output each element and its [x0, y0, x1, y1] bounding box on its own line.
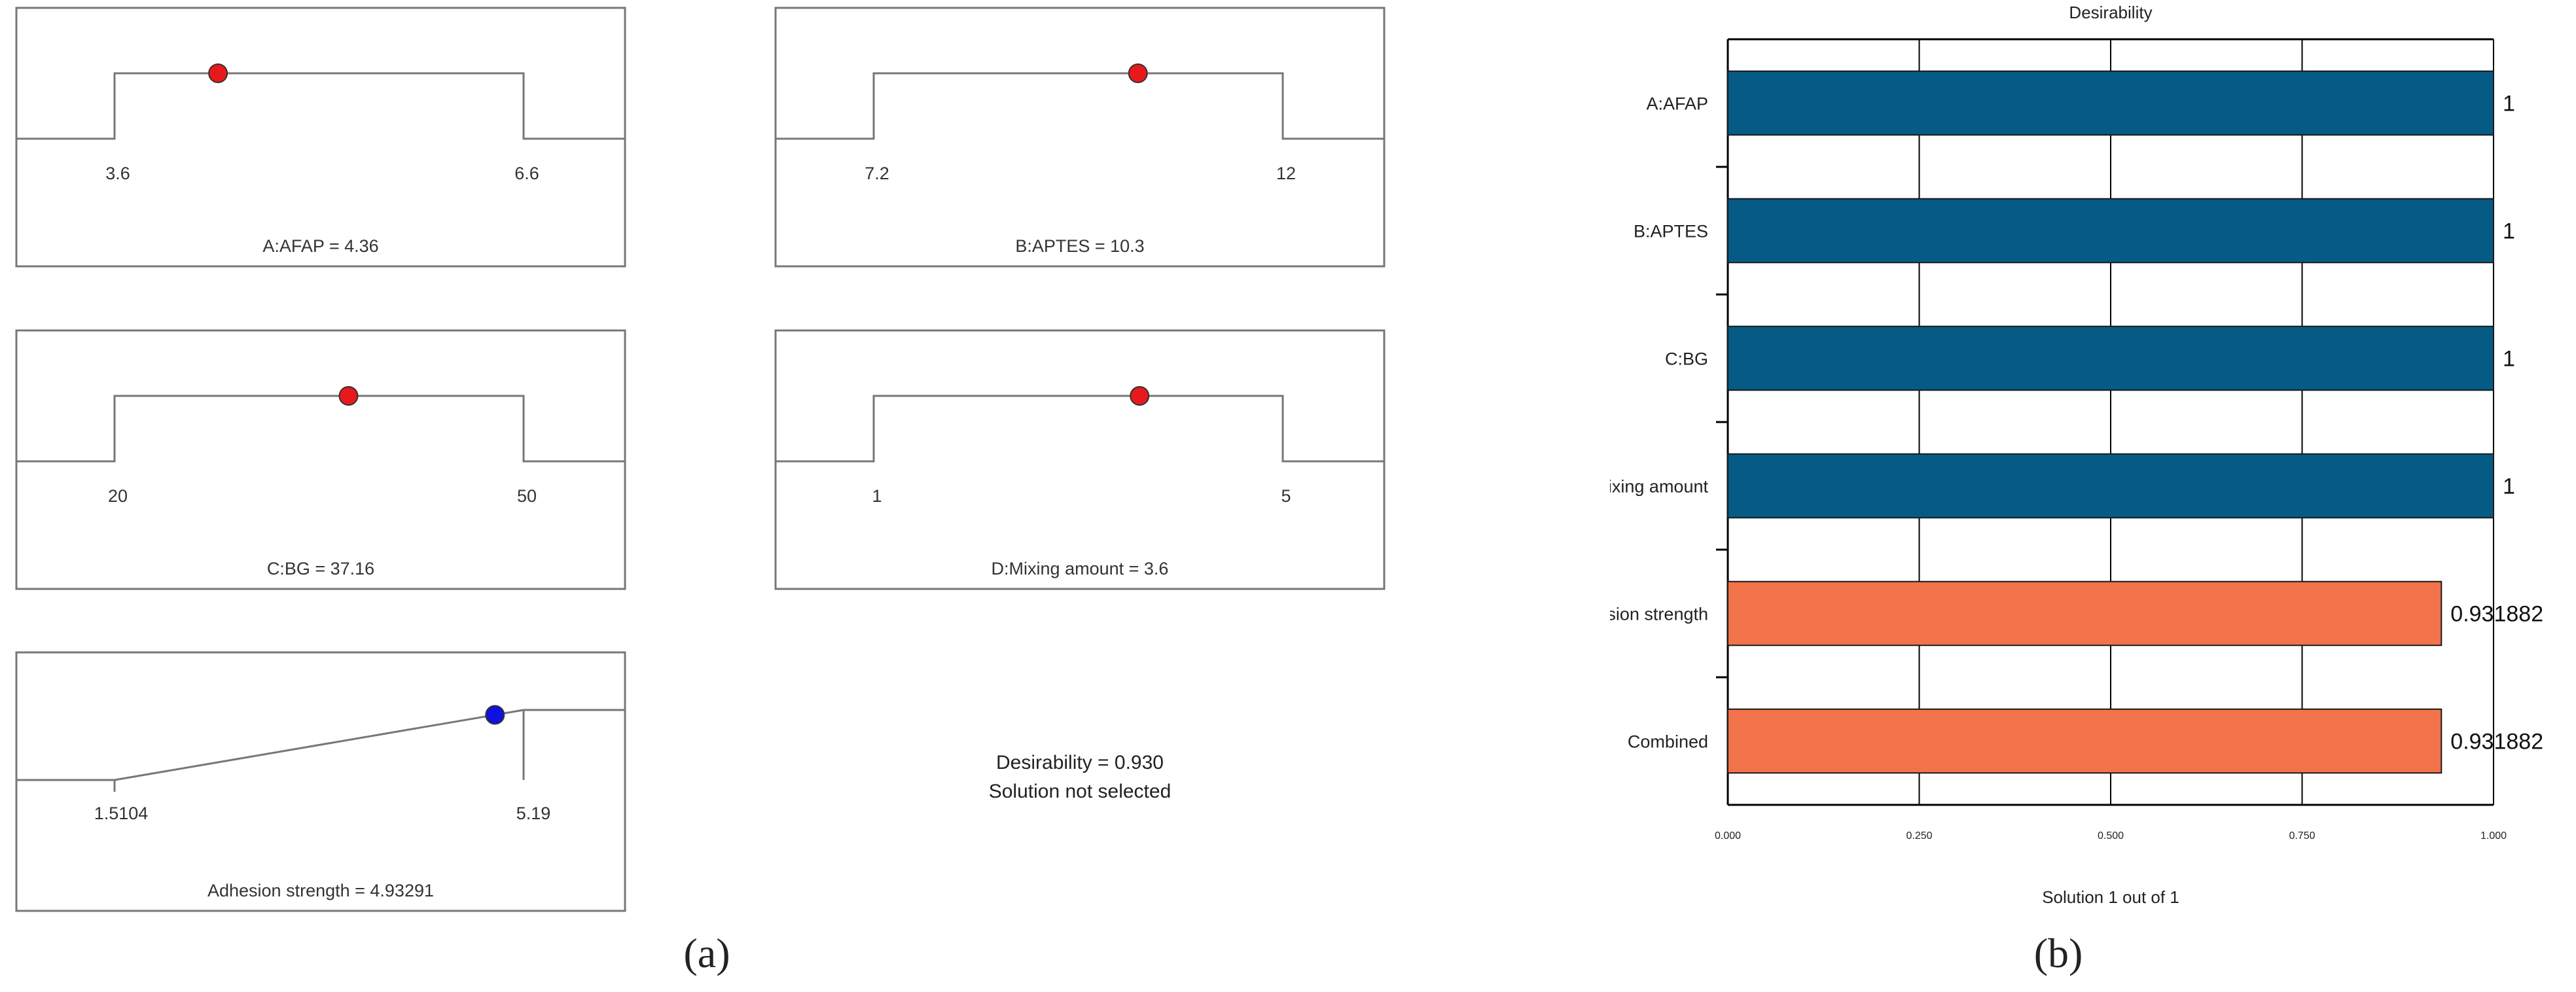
bar-4: [1727, 453, 2494, 519]
bar-value-label: 1: [2503, 474, 2515, 499]
bar-value-label: 1: [2503, 347, 2515, 372]
bar-3: [1727, 325, 2494, 391]
ramps-panel: 3.6 6.6 A:AFAP = 4.36 7.2 12 B:APTES = 10.3 20…: [15, 7, 1386, 912]
bar-value-label: 1: [2503, 92, 2515, 116]
ramp-value-marker: [1128, 63, 1148, 83]
ramp-low-label: 20: [108, 486, 128, 506]
ramp-value-label: B:APTES = 10.3: [1015, 236, 1144, 256]
x-tick-label: 0.250: [1906, 830, 1932, 841]
desirability-summary: Desirability = 0.930 Solution not select…: [877, 749, 1283, 806]
chart-title: Desirability: [2069, 3, 2152, 22]
bar-value-label: 1: [2503, 219, 2515, 244]
panel-label-b: (b): [2033, 930, 2083, 976]
ramp-function-line: [776, 72, 1384, 140]
ramp-value-marker: [338, 386, 359, 406]
category-label: B:APTES: [1634, 222, 1708, 241]
bar-5: [1727, 580, 2442, 647]
desirability-value-text: Desirability = 0.930: [996, 752, 1164, 773]
x-tick-label: 0.000: [1715, 830, 1741, 841]
solution-status-text: Solution not selected: [988, 781, 1172, 802]
x-tick-label: 1.000: [2480, 830, 2507, 841]
ramp-value-marker: [485, 705, 505, 725]
ramp-value-label: D:Mixing amount = 3.6: [992, 559, 1169, 578]
bar-1: [1727, 70, 2494, 136]
ramp-frame: [15, 651, 626, 912]
bar-2: [1727, 198, 2494, 264]
ramp-low-label: 7.2: [865, 164, 889, 183]
ramp-function-line: [16, 709, 625, 781]
ramp-panel-2: 7.2 12 B:APTES = 10.3: [774, 7, 1386, 268]
x-tick-label: 0.750: [2289, 830, 2315, 841]
x-tick-label: 0.500: [2098, 830, 2124, 841]
ramp-panel-5: 1.5104 5.19 Adhesion strength = 4.93291: [15, 651, 626, 912]
ramp-high-label: 12: [1276, 164, 1296, 183]
ramp-function-line: [776, 395, 1384, 463]
ramp-low-label: 1.5104: [94, 804, 149, 823]
ramp-high-label: 5.19: [516, 804, 551, 823]
bar-6: [1727, 708, 2442, 774]
bar-value-label: 0.931882: [2450, 730, 2543, 754]
category-label: C:BG: [1665, 349, 1708, 369]
category-label: Combined: [1628, 732, 1708, 752]
ramp-panel-3: 20 50 C:BG = 37.16: [15, 329, 626, 590]
bar-value-label: 0.931882: [2450, 602, 2543, 627]
ramp-low-label: 3.6: [105, 164, 130, 183]
category-label: Adhesion strength: [1610, 605, 1708, 624]
ramp-panel-1: 3.6 6.6 A:AFAP = 4.36: [15, 7, 626, 268]
x-axis-label: Solution 1 out of 1: [2042, 887, 2179, 907]
ramp-value-label: Adhesion strength = 4.93291: [207, 881, 434, 900]
ramp-low-label: 1: [872, 486, 882, 506]
ramp-function-line: [16, 72, 625, 140]
ramp-panel-4: 1 5 D:Mixing amount = 3.6: [774, 329, 1386, 590]
category-label: D:Mixing amount: [1610, 477, 1708, 497]
ramp-value-label: A:AFAP = 4.36: [262, 236, 378, 256]
ramp-high-label: 6.6: [514, 164, 539, 183]
ramp-frame: [15, 329, 626, 590]
ramp-frame: [15, 7, 626, 268]
ramp-frame: [774, 7, 1386, 268]
ramp-function-line: [16, 395, 625, 463]
ramp-high-label: 50: [517, 486, 537, 506]
desirability-bar-chart: Desirability 0.000 0.250 0.500 0.750 1.000 A:A…: [1610, 3, 2543, 907]
ramp-value-label: C:BG = 37.16: [267, 559, 374, 578]
ramp-value-marker: [208, 63, 228, 83]
ramp-frame: [774, 329, 1386, 590]
ramp-high-label: 5: [1281, 486, 1291, 506]
ramp-value-marker: [1130, 386, 1150, 406]
category-label: A:AFAP: [1646, 94, 1708, 114]
panel-label-a: (a): [683, 930, 730, 976]
